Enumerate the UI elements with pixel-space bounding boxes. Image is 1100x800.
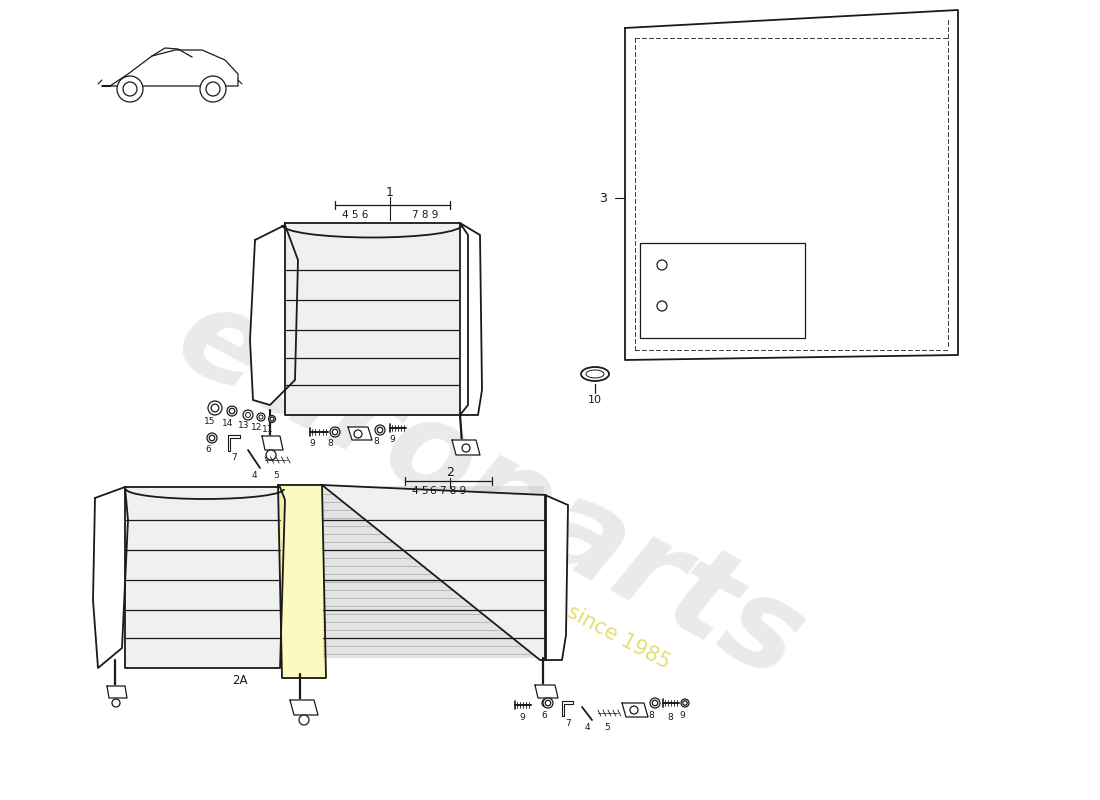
Polygon shape: [535, 685, 558, 698]
Polygon shape: [250, 225, 298, 405]
Circle shape: [206, 82, 220, 96]
Circle shape: [543, 698, 553, 708]
Polygon shape: [322, 485, 546, 660]
Text: 8: 8: [373, 438, 378, 446]
Circle shape: [332, 430, 338, 434]
Circle shape: [257, 413, 265, 421]
Circle shape: [243, 410, 253, 420]
Circle shape: [209, 435, 214, 441]
Polygon shape: [102, 50, 238, 86]
Bar: [286, 224, 459, 414]
Polygon shape: [278, 485, 326, 678]
Text: 2: 2: [447, 466, 454, 479]
Text: 5: 5: [604, 722, 609, 731]
Circle shape: [546, 700, 551, 706]
Text: 3: 3: [600, 191, 607, 205]
Text: 7 8 9: 7 8 9: [411, 210, 438, 220]
Circle shape: [245, 413, 251, 418]
Text: 8: 8: [327, 438, 333, 447]
Text: 7: 7: [565, 718, 571, 727]
Text: 11: 11: [262, 425, 274, 434]
Polygon shape: [228, 435, 240, 451]
Circle shape: [123, 82, 138, 96]
Circle shape: [211, 404, 219, 412]
Circle shape: [207, 433, 217, 443]
Polygon shape: [544, 495, 568, 660]
Polygon shape: [348, 427, 372, 440]
Text: 9: 9: [519, 714, 525, 722]
Ellipse shape: [581, 367, 609, 381]
Text: 15: 15: [205, 418, 216, 426]
Text: 1: 1: [386, 186, 394, 198]
Text: 9: 9: [309, 439, 315, 449]
Circle shape: [630, 706, 638, 714]
Circle shape: [227, 406, 236, 416]
Polygon shape: [562, 701, 573, 716]
Bar: [126, 488, 279, 666]
Text: europarts: europarts: [156, 274, 824, 706]
Text: 4 5: 4 5: [411, 486, 428, 496]
Ellipse shape: [586, 370, 604, 378]
Circle shape: [462, 444, 470, 452]
Text: 13: 13: [239, 422, 250, 430]
Text: 2A: 2A: [232, 674, 248, 686]
Text: 6: 6: [541, 711, 547, 721]
Circle shape: [266, 450, 276, 460]
Circle shape: [375, 425, 385, 435]
Polygon shape: [625, 10, 958, 360]
Circle shape: [657, 301, 667, 311]
Circle shape: [268, 415, 275, 422]
Text: 4: 4: [584, 722, 590, 731]
Circle shape: [271, 417, 274, 421]
Circle shape: [657, 260, 667, 270]
Text: 9: 9: [679, 711, 685, 721]
Polygon shape: [621, 703, 648, 717]
Text: 10: 10: [588, 395, 602, 405]
Text: 9: 9: [389, 435, 395, 445]
Circle shape: [208, 401, 222, 415]
Text: 6: 6: [205, 446, 211, 454]
Circle shape: [650, 698, 660, 708]
Circle shape: [112, 699, 120, 707]
Text: 4 5 6: 4 5 6: [342, 210, 369, 220]
Circle shape: [354, 430, 362, 438]
Circle shape: [683, 701, 688, 706]
Circle shape: [542, 699, 550, 707]
Polygon shape: [460, 223, 482, 415]
Bar: [323, 486, 544, 658]
Text: 5: 5: [273, 470, 279, 479]
Circle shape: [117, 76, 143, 102]
Polygon shape: [290, 700, 318, 715]
Circle shape: [377, 427, 383, 433]
Text: 8: 8: [648, 711, 653, 721]
Circle shape: [330, 427, 340, 437]
Text: a passion for parts since 1985: a passion for parts since 1985: [386, 507, 674, 673]
Polygon shape: [262, 436, 283, 450]
Text: 8: 8: [667, 713, 673, 722]
Circle shape: [229, 408, 234, 414]
Polygon shape: [125, 487, 285, 668]
Circle shape: [652, 700, 658, 706]
Text: 14: 14: [222, 418, 233, 427]
Text: 12: 12: [251, 422, 263, 431]
Polygon shape: [452, 440, 480, 455]
Polygon shape: [94, 487, 128, 668]
Circle shape: [299, 715, 309, 725]
Text: 4: 4: [251, 470, 256, 479]
Text: 7: 7: [231, 454, 236, 462]
Polygon shape: [640, 243, 805, 338]
Text: 6 7 8 9: 6 7 8 9: [430, 486, 466, 496]
Circle shape: [200, 76, 225, 102]
Polygon shape: [285, 223, 468, 415]
Circle shape: [681, 699, 689, 707]
Polygon shape: [107, 686, 126, 698]
Circle shape: [258, 415, 263, 419]
